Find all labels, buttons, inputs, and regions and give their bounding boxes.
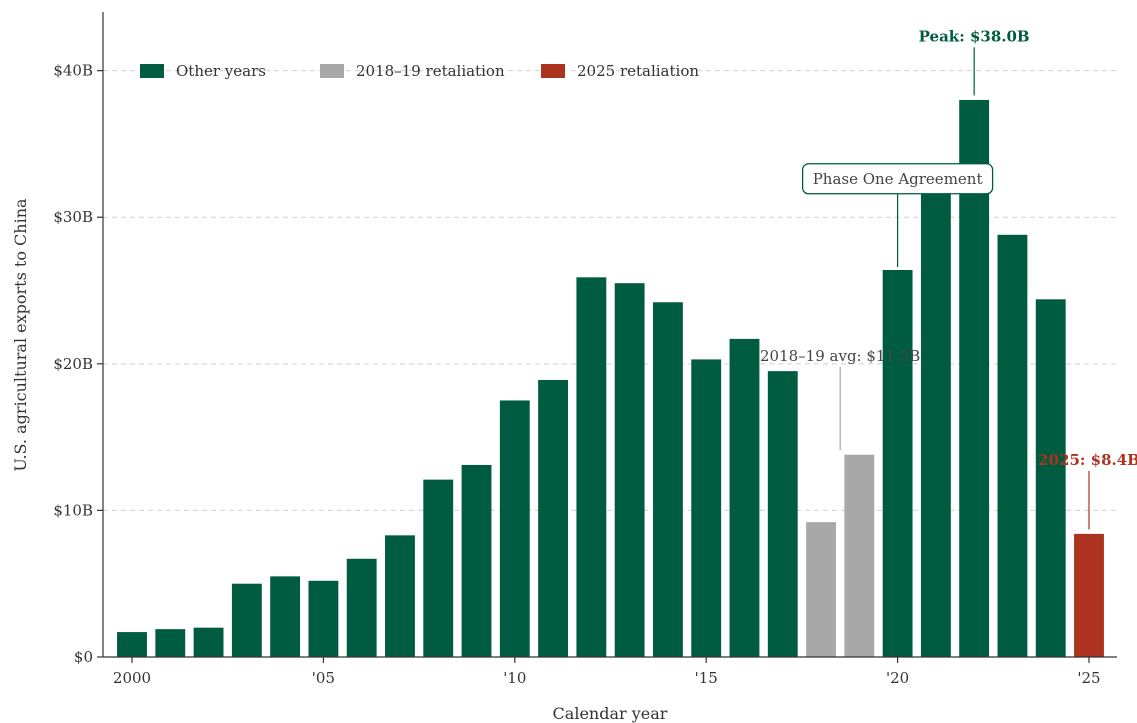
bar-2012	[576, 277, 607, 657]
bar-2007	[385, 535, 415, 657]
legend-swatch	[541, 64, 565, 78]
gridlines	[103, 70, 1117, 511]
bar-2015	[691, 359, 722, 657]
x-ticks: 2000 '05 '10 '15 '20 '25	[113, 657, 1101, 687]
legend-label: 2025 retaliation	[577, 62, 699, 80]
bar-2020	[882, 270, 913, 657]
y-tick-label: $40B	[53, 62, 93, 80]
bar-2006	[346, 558, 377, 657]
y-ticks: $0 $10B $20B $30B $40B	[53, 62, 103, 666]
bar-2021	[920, 173, 951, 657]
bar-2014	[652, 302, 683, 657]
x-tick-label: '15	[695, 669, 718, 687]
annotation-phase-one-box	[801, 163, 994, 195]
bar-2018	[806, 522, 836, 657]
bars	[117, 99, 1104, 658]
annotation-2018-19-avg-label: 2018–19 avg: $11.5B	[760, 347, 920, 365]
bar-2011	[538, 379, 569, 657]
axes	[102, 12, 1117, 658]
bar-2019	[844, 454, 875, 657]
y-tick-label: $0	[74, 648, 93, 666]
legend-label: 2018–19 retaliation	[356, 62, 505, 80]
annotation-2025-label: 2025: $8.4B	[1038, 451, 1137, 469]
annotation-peak: Peak: $38.0B	[919, 27, 1030, 96]
annotations: Peak: $38.0B Phase One Agreement 2018–19 a…	[760, 27, 1137, 530]
bar-2002	[193, 627, 224, 657]
bar-2016	[729, 338, 760, 657]
bar-2010	[499, 400, 530, 657]
legend-swatch	[320, 64, 344, 78]
x-tick-label: '10	[503, 669, 526, 687]
annotation-phase-one-label: Phase One Agreement	[813, 170, 983, 188]
bar-2009	[461, 464, 492, 657]
bar-2013	[614, 283, 645, 657]
bar-2000	[117, 632, 147, 657]
x-tick-label: '25	[1077, 669, 1100, 687]
annotation-peak-label: Peak: $38.0B	[919, 27, 1030, 45]
bar-2017	[767, 371, 798, 657]
x-tick-label: 2000	[113, 669, 151, 687]
bar-2023	[997, 234, 1028, 657]
legend-item-other: Other years	[140, 62, 266, 80]
x-tick-label: '05	[312, 669, 335, 687]
legend-swatch	[140, 64, 164, 78]
y-axis-label: U.S. agricultural exports to China	[11, 198, 30, 472]
bar-2005	[308, 580, 339, 657]
y-tick-label: $30B	[53, 208, 93, 226]
y-tick-label: $10B	[53, 501, 93, 519]
bar-2008	[423, 479, 454, 657]
y-tick-label: $20B	[53, 355, 93, 373]
annotation-phase-one: Phase One Agreement	[801, 163, 994, 268]
bar-2024	[1035, 299, 1066, 657]
legend-item-retaliation_2025: 2025 retaliation	[541, 62, 699, 80]
bar-2004	[270, 576, 301, 657]
legend-item-retaliation_2018: 2018–19 retaliation	[320, 62, 505, 80]
x-axis-label: Calendar year	[553, 704, 668, 723]
annotation-2018-19-avg: 2018–19 avg: $11.5B	[760, 347, 920, 451]
legend: Other years 2018–19 retaliation 2025 retal…	[140, 62, 699, 80]
legend-label: Other years	[176, 62, 266, 80]
annotation-2025: 2025: $8.4B	[1038, 451, 1137, 530]
x-tick-label: '20	[886, 669, 909, 687]
bar-2001	[155, 629, 186, 657]
bar-2003	[231, 583, 262, 657]
bar-2025	[1074, 533, 1104, 657]
